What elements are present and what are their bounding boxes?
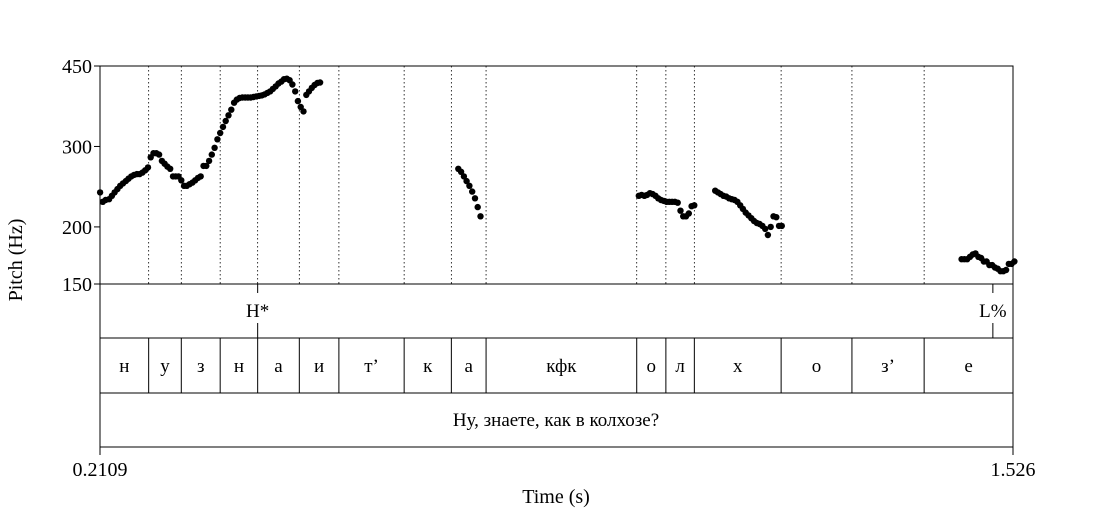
tone-label: H* xyxy=(246,301,269,322)
pitch-point xyxy=(300,108,307,115)
pitch-point xyxy=(208,151,215,158)
pitch-point xyxy=(294,97,302,105)
pitch-point xyxy=(144,164,152,171)
pitch-point xyxy=(289,81,296,88)
pitch-point xyxy=(691,202,698,209)
x-axis-label: Time (s) xyxy=(522,486,590,508)
segment-label: к xyxy=(423,356,433,377)
pitch-point xyxy=(217,129,224,137)
segment-label: а xyxy=(274,356,283,377)
segment-label: е xyxy=(964,356,972,377)
pitch-point xyxy=(477,213,484,220)
segment-label: з xyxy=(197,356,205,377)
pitch-point xyxy=(96,189,104,196)
x-axis: 0.2109 1.526 xyxy=(73,447,1036,481)
pitch-point xyxy=(197,173,204,180)
pitch-point xyxy=(1011,258,1018,265)
pitch-point xyxy=(292,88,299,95)
pitch-point xyxy=(778,222,785,230)
tone-labels: H* L% xyxy=(246,284,1007,338)
pitch-point xyxy=(203,162,210,170)
pitch-point xyxy=(222,117,229,125)
tone-tier xyxy=(99,283,1014,339)
y-tick-label: 450 xyxy=(62,56,92,78)
pitch-point xyxy=(214,136,221,143)
segment-label: и xyxy=(314,356,324,377)
pitch-point xyxy=(460,173,468,180)
figure-frames xyxy=(99,65,1014,448)
pitch-point xyxy=(1002,266,1010,274)
y-tick-label: 200 xyxy=(62,217,92,239)
segment-label: н xyxy=(119,356,129,377)
pitch-point xyxy=(466,182,473,189)
pitch-point xyxy=(474,203,481,211)
pitch-point xyxy=(677,207,684,214)
pitch-point xyxy=(225,112,232,119)
pitch-point xyxy=(178,177,185,184)
segment-label: х xyxy=(733,356,743,377)
y-tick-label: 150 xyxy=(62,274,92,296)
y-axis: 450 300 200 150 xyxy=(62,56,100,296)
tone-label: L% xyxy=(979,301,1007,322)
pitch-point xyxy=(457,168,465,175)
segment-label: о xyxy=(812,356,822,377)
pitch-point xyxy=(205,157,213,165)
pitch-point xyxy=(228,106,235,113)
pitch-point xyxy=(167,165,174,172)
segment-label: з’ xyxy=(881,356,895,377)
pitch-point xyxy=(674,199,681,206)
pitch-point xyxy=(767,223,774,231)
pitch-point xyxy=(219,123,227,131)
pitch-point xyxy=(316,79,324,86)
segment-label: у xyxy=(160,356,170,377)
segment-boundary-lines xyxy=(148,338,925,393)
segment-label: л xyxy=(675,356,685,377)
pitch-point xyxy=(469,188,476,195)
pitch-points xyxy=(96,75,1018,275)
segment-boundary-gridlines xyxy=(148,66,925,284)
pitch-point xyxy=(211,144,218,151)
y-tick-label: 300 xyxy=(62,136,92,158)
segment-label: т’ xyxy=(364,356,379,377)
sentence-label: Ну, знаете, как в колхозе? xyxy=(453,410,659,431)
segment-label: н xyxy=(234,356,244,377)
segment-label: кфк xyxy=(546,356,577,377)
pitch-point xyxy=(773,214,780,221)
segment-label: о xyxy=(647,356,657,377)
pitch-point xyxy=(762,225,769,233)
segment-label: а xyxy=(464,356,473,377)
x-tick-label: 0.2109 xyxy=(73,459,128,481)
x-tick-label: 1.526 xyxy=(991,459,1036,481)
pitch-point xyxy=(685,210,692,217)
segment-labels: н у з н а и т’ к а кфк о л х о з’ е xyxy=(119,356,973,377)
y-axis-label: Pitch (Hz) xyxy=(5,219,27,302)
pitch-point xyxy=(155,151,163,158)
pitch-point xyxy=(463,177,470,185)
pitch-point xyxy=(764,231,772,239)
sentence-tier xyxy=(99,392,1014,448)
pitch-point xyxy=(471,195,479,202)
